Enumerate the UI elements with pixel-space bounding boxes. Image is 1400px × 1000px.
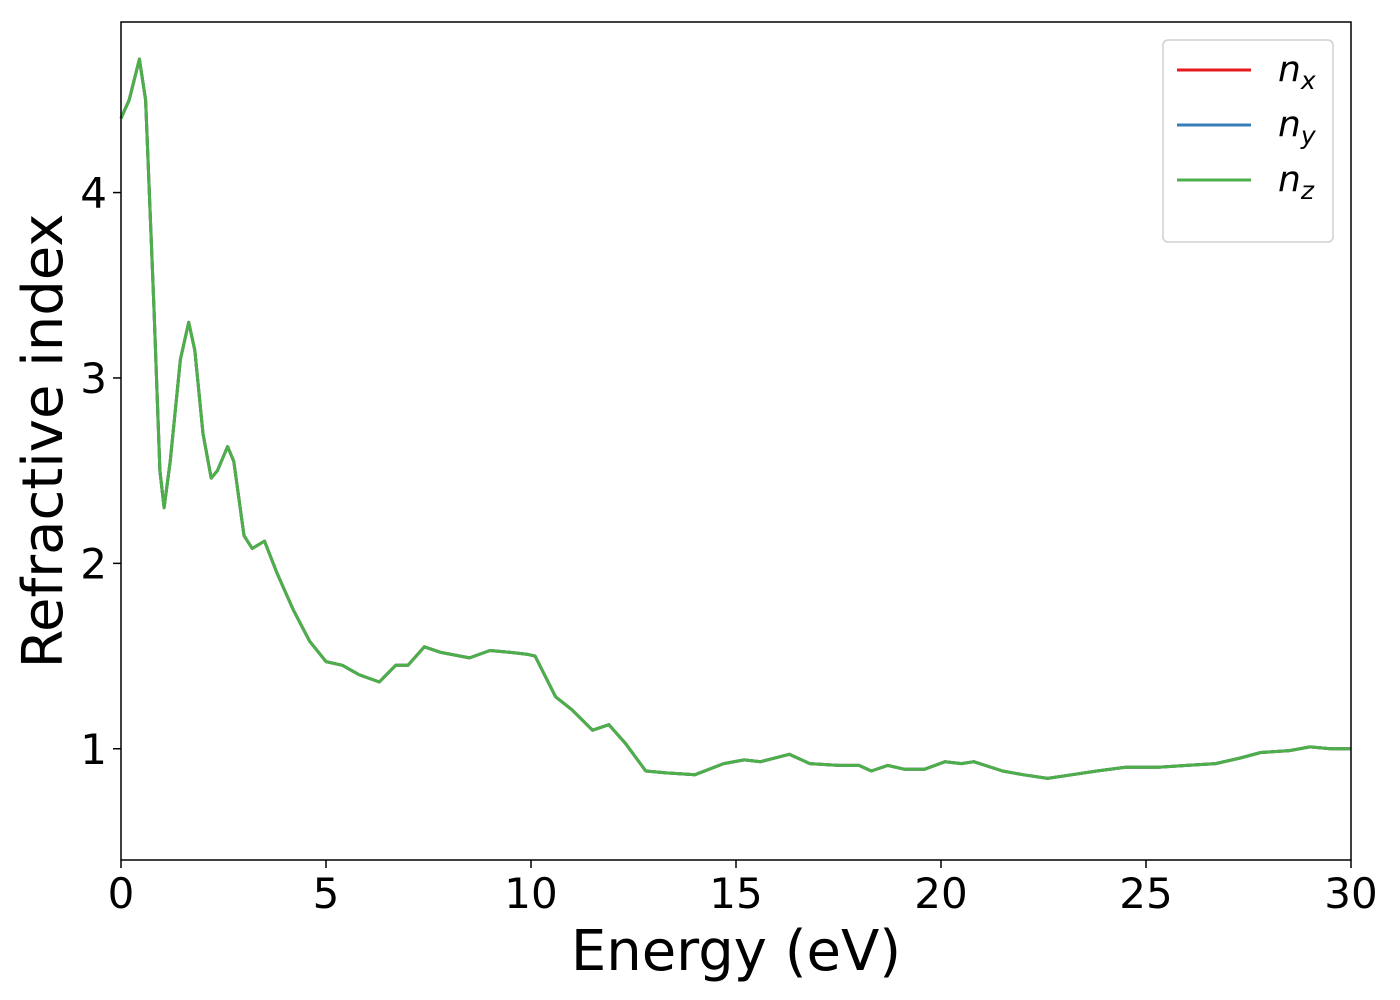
plot-frame (120, 21, 1352, 861)
x-tick-label: 15 (709, 869, 762, 918)
legend-label: nz (1278, 159, 1315, 205)
legend-label: ny (1278, 104, 1317, 150)
x-tick-label: 10 (504, 869, 557, 918)
x-tick-label: 30 (1324, 869, 1377, 918)
y-tick-label: 4 (80, 169, 107, 218)
x-tick-label: 20 (914, 869, 967, 918)
series-line (119, 57, 1351, 780)
y-tick-label: 2 (80, 539, 107, 588)
x-axis-label: Energy (eV) (571, 919, 901, 984)
legend-box (1162, 39, 1334, 243)
x-tick-label: 0 (108, 869, 135, 918)
y-tick-label: 1 (80, 725, 107, 774)
y-tick-label: 3 (80, 354, 107, 403)
x-tick-label: 5 (313, 869, 340, 918)
y-axis-label: Refractive index (11, 214, 76, 669)
x-tick-label: 25 (1119, 869, 1172, 918)
legend-label: nx (1278, 49, 1316, 95)
